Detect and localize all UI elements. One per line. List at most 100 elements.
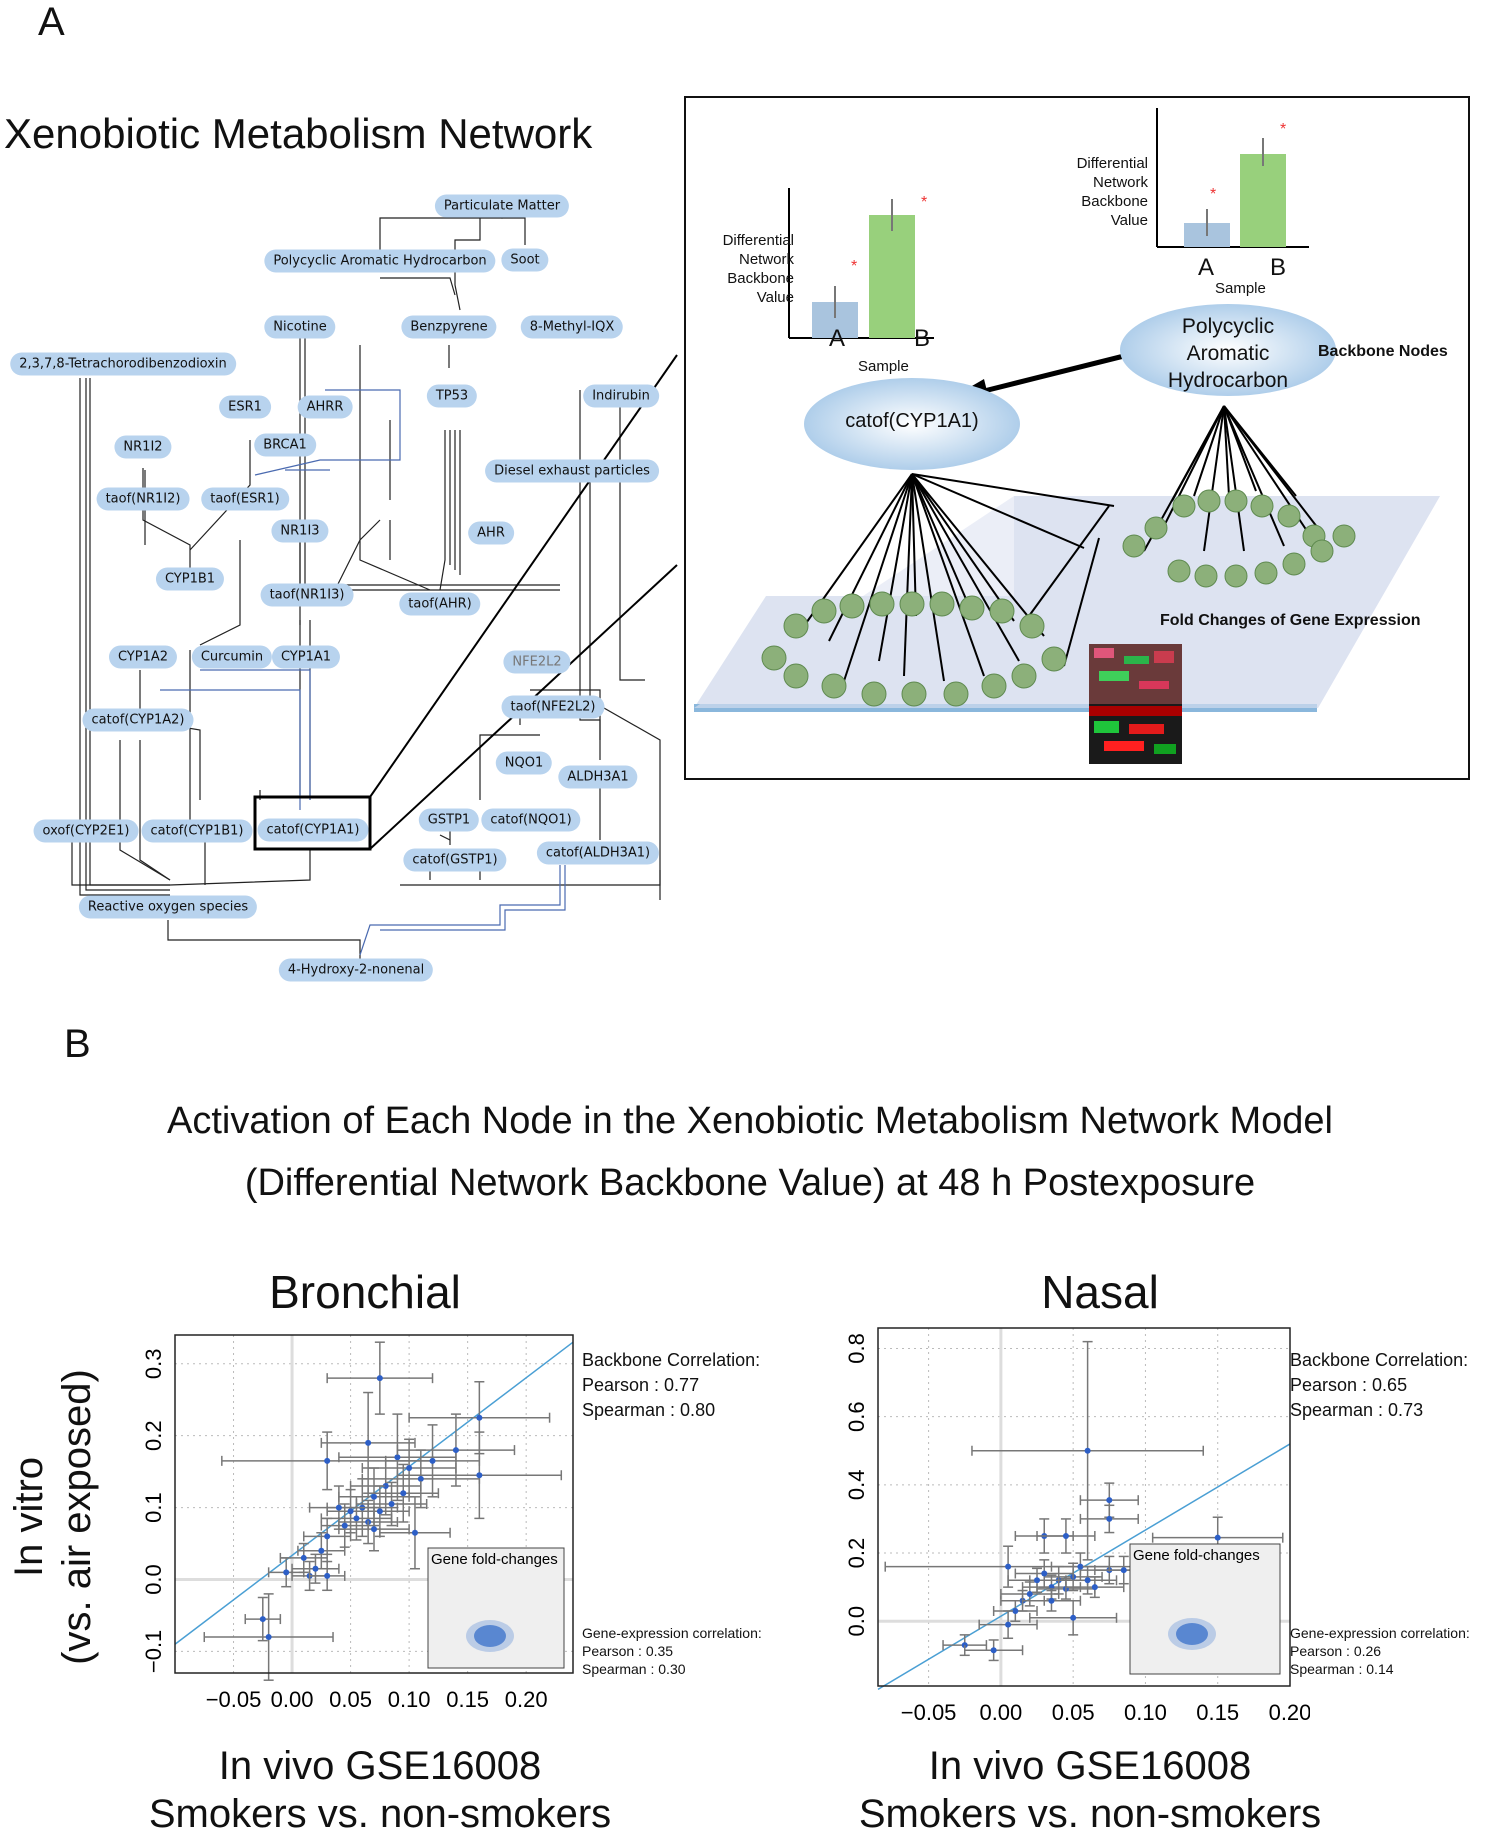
point-marker [1084, 1577, 1091, 1584]
point-marker [1106, 1515, 1113, 1522]
point-marker [376, 1375, 383, 1382]
point-marker [312, 1565, 319, 1572]
inset-left-star-a: * [851, 258, 858, 275]
inset-right-star-b: * [1280, 121, 1287, 138]
point-marker [406, 1465, 413, 1472]
nasal-title: Nasal [1041, 1266, 1159, 1318]
point-marker [990, 1647, 997, 1654]
data-point [320, 1391, 416, 1494]
inset-right-cat-b: B [1270, 254, 1287, 281]
inset-left-cat-b: B [914, 325, 931, 352]
gene-fold-cloud-halo [466, 1620, 514, 1652]
node-diesel: Diesel exhaust particles [485, 459, 659, 483]
x-tick-label: 0.15 [446, 1687, 489, 1712]
point-marker [382, 1483, 389, 1490]
node-nicotine: Nicotine [264, 315, 336, 339]
inset-left-xlabel: Sample [858, 358, 909, 375]
bronchial-plot: −0.05 0.00 0.05 0.10 0.15 0.20 −0.1 0.0 0.1 0.2 0.… [141, 1334, 574, 1712]
data-point [291, 1553, 340, 1584]
node-nfe2l2: NFE2L2 [503, 650, 571, 674]
node-particulate-matter: Particulate Matter [434, 194, 570, 218]
highlight-box [253, 795, 372, 851]
point-marker [324, 1457, 331, 1464]
y-tick-label: 0.2 [141, 1420, 166, 1451]
node-catof-nqo1: catof(NQO1) [481, 808, 581, 832]
point-marker [300, 1554, 307, 1561]
node-cyp1a2: CYP1A2 [108, 645, 178, 669]
data-point [1079, 1504, 1139, 1534]
node-nqo1: NQO1 [495, 751, 553, 775]
y-tick-label: 0.4 [844, 1470, 869, 1501]
nasal-xlabel: In vivo GSE16008 Smokers vs. non-smokers [858, 1744, 1322, 1836]
point-marker [1034, 1577, 1041, 1584]
point-marker [1005, 1563, 1012, 1570]
data-point [308, 1485, 369, 1530]
nasal-backbone-corr: Backbone Correlation: Pearson : 0.65 Spe… [1290, 1350, 1469, 1420]
data-point [963, 1639, 1024, 1662]
point-marker [452, 1447, 459, 1454]
panel-letter-a: A [38, 0, 65, 44]
node-tp53: TP53 [426, 384, 478, 408]
data-point [971, 1340, 1205, 1561]
point-marker [265, 1634, 272, 1641]
data-point [338, 1413, 457, 1502]
point-marker [429, 1457, 436, 1464]
y-tick-label: 0.6 [844, 1401, 869, 1432]
node-gstp1: GSTP1 [418, 808, 480, 832]
inset-left-bar-b [869, 215, 915, 338]
point-marker [376, 1508, 383, 1515]
point-marker [1012, 1607, 1019, 1614]
node-cyp1a1: CYP1A1 [271, 645, 341, 669]
data-point [1065, 1576, 1125, 1599]
node-taof-ahr: taof(AHR) [399, 592, 481, 616]
node-soot: Soot [501, 248, 549, 272]
point-marker [324, 1533, 331, 1540]
point-marker [347, 1508, 354, 1515]
point-marker [1077, 1563, 1084, 1570]
y-tick-label: 0.0 [844, 1606, 869, 1637]
node-esr1: ESR1 [219, 395, 271, 419]
inset-pah-label: Polycyclic Aromatic Hydrocarbon [1167, 315, 1289, 392]
fold-changes-label: Fold Changes of Gene Expression [1160, 612, 1421, 629]
gene-fold-inset [1129, 1543, 1281, 1675]
node-cyp1b1: CYP1B1 [155, 567, 225, 591]
node-brca1: BRCA1 [254, 433, 316, 457]
inset-right-cat-a: A [1198, 254, 1215, 281]
bronchial-gene-corr: Gene-expression correlation: Pearson : 0… [582, 1625, 762, 1677]
point-marker [388, 1501, 395, 1507]
point-marker [1041, 1570, 1048, 1577]
point-marker [365, 1439, 372, 1446]
gene-fold-cloud [474, 1625, 506, 1647]
inset-left-cat-a: A [829, 325, 846, 352]
data-point [1036, 1518, 1096, 1554]
point-marker [476, 1414, 483, 1421]
point-marker [1048, 1597, 1055, 1604]
y-tick-label: 0.0 [141, 1564, 166, 1595]
point-marker [961, 1642, 968, 1649]
data-point [326, 1341, 434, 1415]
inset-right-chart [1156, 108, 1309, 248]
point-marker [400, 1490, 407, 1497]
point-marker [283, 1569, 290, 1576]
node-taof-nr1i3: taof(NR1I3) [260, 583, 354, 607]
data-point [203, 1593, 334, 1681]
node-catof-cyp1a2: catof(CYP1A2) [82, 708, 194, 732]
data-point [338, 1506, 410, 1552]
inset-catof-label: catof(CYP1A1) [845, 410, 979, 432]
x-tick-label: 0.10 [388, 1687, 431, 1712]
point-marker [341, 1522, 348, 1529]
point-marker [371, 1493, 377, 1500]
node-tcdd: 2,3,7,8-Tetrachorodibenzodioxin [10, 352, 236, 376]
x-tick-label: 0.00 [979, 1700, 1022, 1725]
point-marker [394, 1454, 401, 1461]
point-marker [1084, 1447, 1091, 1454]
heatmap-icon [1089, 644, 1182, 764]
y-tick-label: −0.1 [141, 1630, 166, 1673]
pah-ellipse [1120, 304, 1336, 396]
x-tick-label: 0.00 [271, 1687, 314, 1712]
plot-frame [174, 1334, 574, 1674]
data-point [396, 1431, 563, 1520]
node-catof-aldh3a1: catof(ALDH3A1) [536, 841, 660, 865]
inset-left-star-b: * [921, 194, 928, 211]
gene-fold-cloud-halo [1168, 1618, 1216, 1650]
